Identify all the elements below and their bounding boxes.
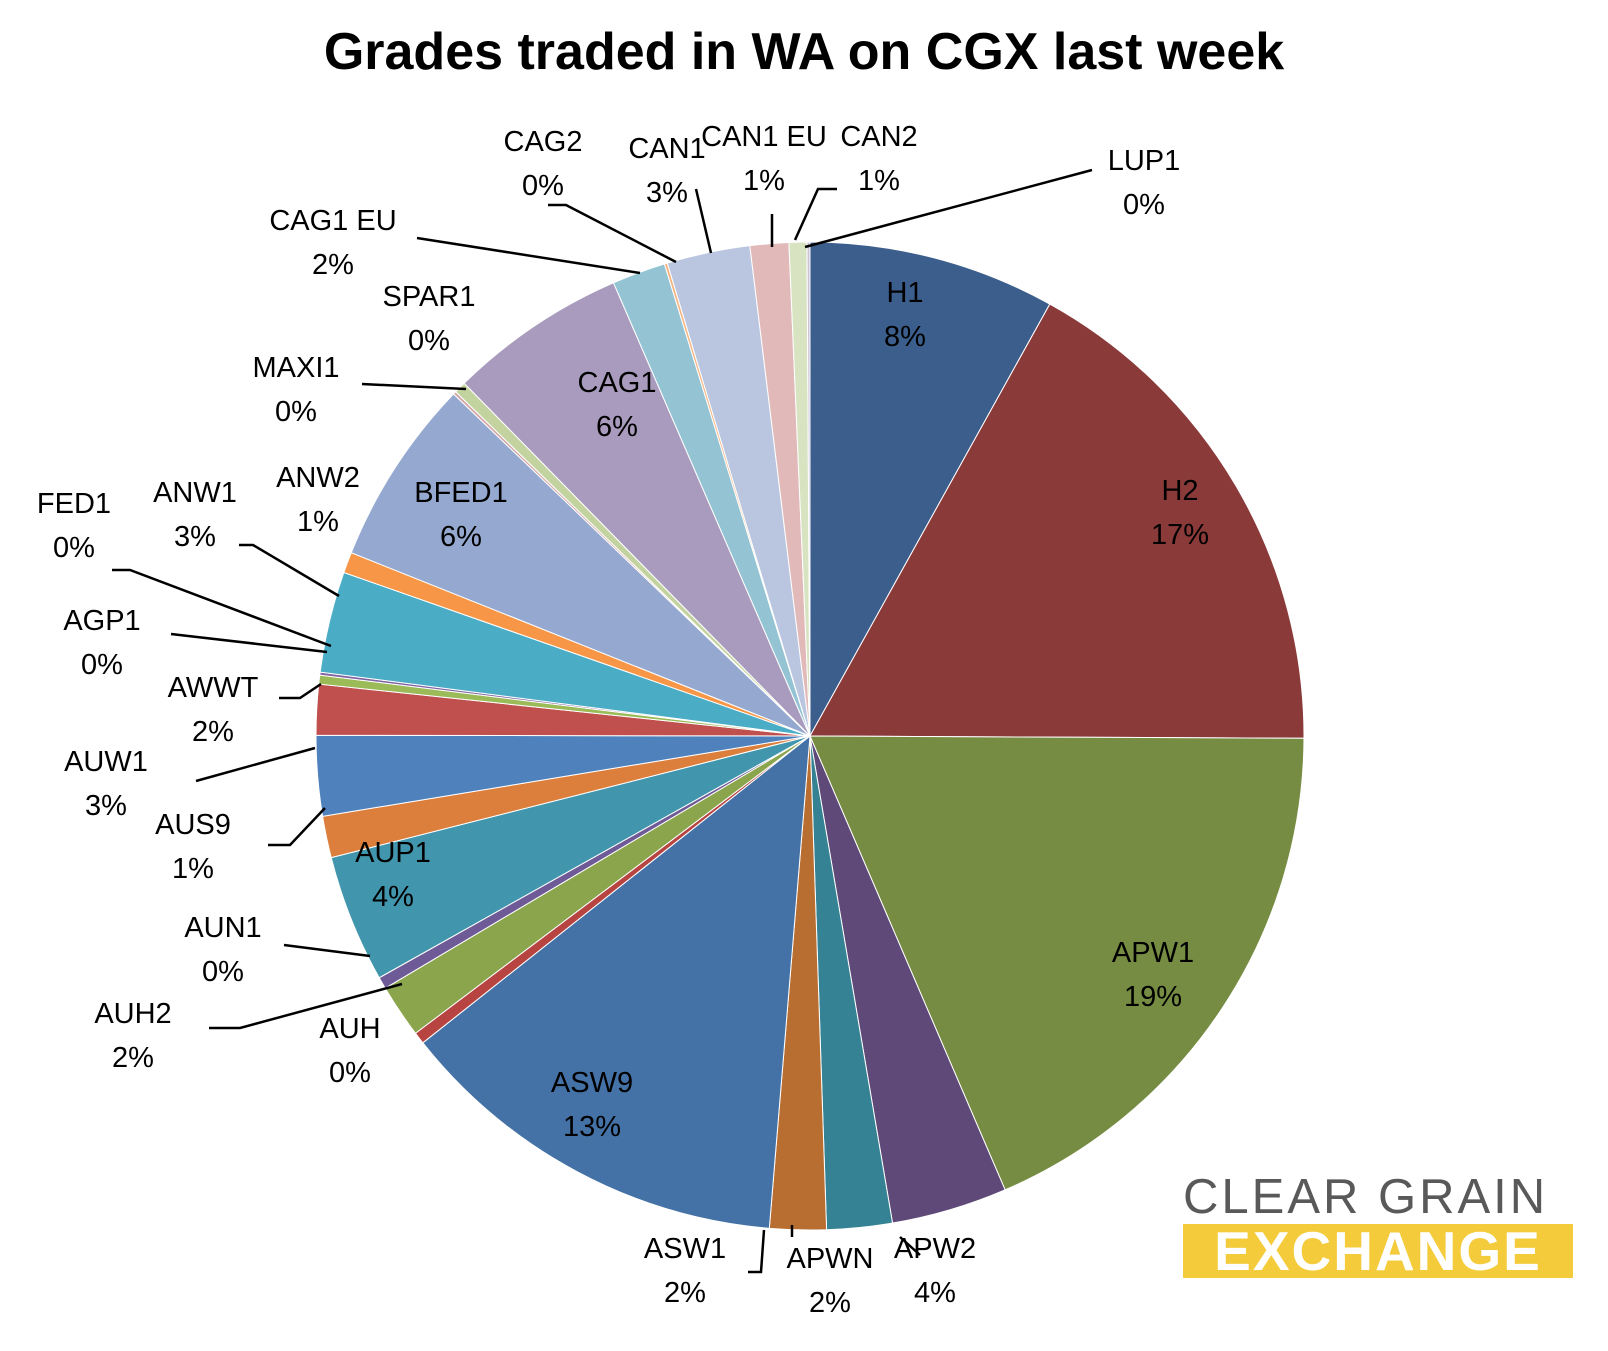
pie-slices: [315, 241, 1305, 1231]
leader-line-auw1: [195, 746, 316, 783]
slice-label-name: H2: [1161, 475, 1198, 507]
leader-line-fed1: [112, 568, 332, 648]
slice-label-name: APWN: [787, 1243, 874, 1275]
slice-label-name: CAG1: [578, 367, 657, 399]
slice-label-name: CAN2: [840, 121, 917, 153]
slice-label-name: AUS9: [155, 809, 231, 841]
leader-line-cag2: [548, 203, 677, 264]
logo-text-line2: EXCHANGE: [1214, 1220, 1542, 1282]
slice-label-percent: 2%: [312, 249, 354, 281]
slice-bfed1: [350, 393, 811, 737]
slice-label-name: ANW2: [276, 462, 360, 494]
slice-label-percent: 1%: [172, 853, 214, 885]
slice-labels: H1 8% H2 17% APW1 19% APW2 4% APWN 2% ASW1 2% ASW9 13…: [37, 121, 1209, 1319]
slice-label-percent: 0%: [1123, 189, 1165, 221]
slice-label-name: CAN1 EU: [701, 121, 827, 153]
leader-line-can1: [694, 188, 713, 254]
leader-line-aun1: [283, 943, 371, 958]
leader-line-auh2: [209, 982, 403, 1030]
slice-label-percent: 6%: [596, 411, 638, 443]
slice-label-name: LUP1: [1108, 145, 1181, 177]
slice-label-percent: 4%: [914, 1277, 956, 1309]
slice-label-percent: 19%: [1124, 981, 1182, 1013]
slice-label-percent: 0%: [81, 649, 123, 681]
slice-h2: [809, 303, 1305, 739]
slice-label-percent: 1%: [858, 165, 900, 197]
slice-label-percent: 3%: [646, 177, 688, 209]
slice-asw9: [422, 734, 811, 1229]
slice-label-name: ASW1: [644, 1233, 726, 1265]
leader-line-can2: [793, 187, 837, 241]
slice-label-percent: 0%: [408, 325, 450, 357]
slice-label-percent: 2%: [809, 1287, 851, 1319]
slice-label-percent: 0%: [275, 396, 317, 428]
slice-label-name: CAG2: [504, 126, 583, 158]
slice-label-percent: 2%: [664, 1277, 706, 1309]
leader-lines: [112, 168, 1093, 1274]
slice-label-name: AWWT: [168, 672, 259, 704]
slice-label-name: AGP1: [63, 605, 140, 637]
leader-line-agp1: [170, 632, 328, 654]
leader-line-cag1-eu: [416, 236, 641, 275]
slice-label-name: H1: [886, 277, 923, 309]
slice-cag1: [463, 282, 811, 737]
slice-label-percent: 3%: [85, 790, 127, 822]
slice-label-name: AUH2: [94, 998, 171, 1030]
slice-label-percent: 2%: [192, 716, 234, 748]
slice-label-name: CAN1: [628, 133, 705, 165]
slice-label-percent: 4%: [372, 881, 414, 913]
clear-grain-exchange-logo: CLEAR GRAIN EXCHANGE: [1183, 1170, 1573, 1282]
slice-label-name: MAXI1: [252, 352, 339, 384]
leader-line-apw2: [899, 1236, 921, 1256]
leader-line-anw1: [239, 543, 340, 598]
slice-label-percent: 8%: [884, 321, 926, 353]
slice-label-name: BFED1: [414, 477, 507, 509]
slice-label-name: AUW1: [64, 746, 148, 778]
slice-label-name: AUH: [319, 1013, 380, 1045]
slice-label-name: ANW1: [153, 477, 237, 509]
slice-label-percent: 0%: [53, 532, 95, 564]
slice-label-percent: 0%: [522, 170, 564, 202]
slice-h1: [809, 241, 1051, 738]
slice-lup1: [806, 241, 811, 737]
leader-line-aus9: [268, 807, 326, 847]
slice-label-name: AUN1: [184, 912, 261, 944]
logo-text-line2-banner: EXCHANGE: [1183, 1220, 1573, 1282]
slice-label-percent: 0%: [329, 1057, 371, 1089]
slice-label-name: AUP1: [355, 837, 431, 869]
slice-label-name: APW1: [1112, 937, 1194, 969]
slice-label-name: APW2: [894, 1233, 976, 1265]
slice-label-name: SPAR1: [383, 281, 476, 313]
slice-label-percent: 3%: [174, 521, 216, 553]
slice-label-percent: 0%: [202, 956, 244, 988]
slice-label-percent: 2%: [112, 1042, 154, 1074]
slice-label-percent: 13%: [563, 1111, 621, 1143]
slice-apw1: [809, 735, 1305, 1191]
slice-label-name: ASW9: [551, 1067, 633, 1099]
leader-line-lup1: [804, 168, 1093, 249]
leader-line-asw1: [748, 1229, 766, 1274]
slice-label-name: CAG1 EU: [269, 205, 396, 237]
slice-label-percent: 17%: [1151, 519, 1209, 551]
slice-label-percent: 1%: [743, 165, 785, 197]
slice-label-name: FED1: [37, 488, 111, 520]
slice-label-percent: 1%: [297, 506, 339, 538]
leader-line-awwt: [279, 682, 322, 700]
logo-text-line1: CLEAR GRAIN: [1183, 1170, 1549, 1224]
leader-line-maxi1: [361, 382, 467, 391]
chart-title: Grades traded in WA on CGX last week: [323, 23, 1285, 81]
slice-label-percent: 6%: [440, 521, 482, 553]
